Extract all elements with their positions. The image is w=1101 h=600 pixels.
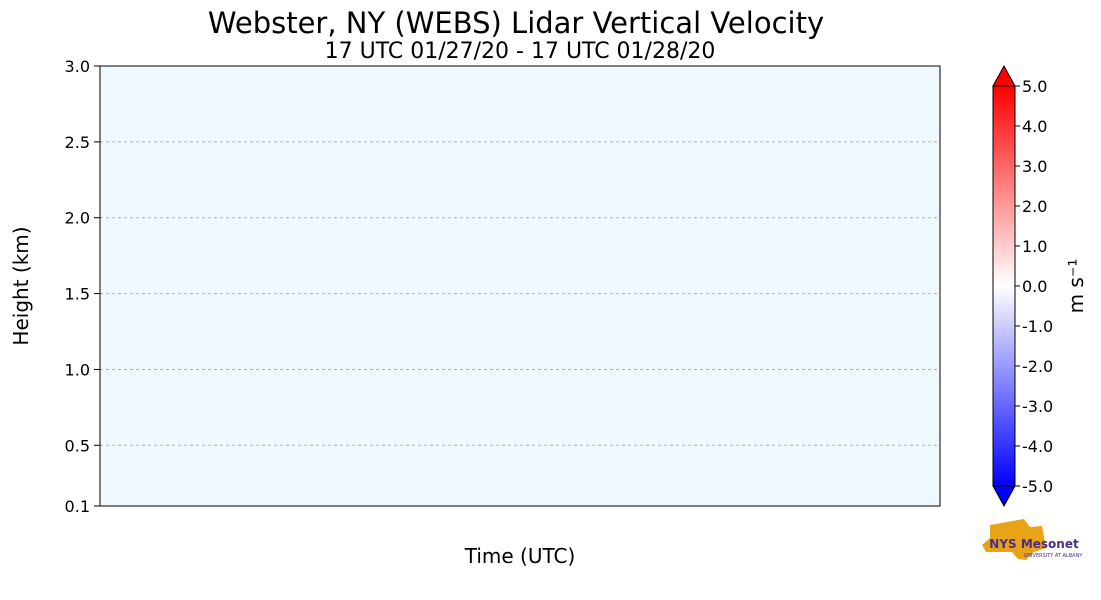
colorbar-tick-label: 3.0 (1022, 157, 1047, 176)
y-tick-label: 1.0 (65, 360, 90, 379)
colorbar-label: m s⁻¹ (1064, 259, 1088, 314)
colorbar-tick-label: -1.0 (1022, 317, 1053, 336)
nys-map-icon (982, 519, 1046, 560)
colorbar-low-extend (992, 485, 1016, 508)
nys-mesonet-logo: NYS Mesonet UNIVERSITY AT ALBANY (982, 519, 1083, 560)
grid-lines (100, 141, 940, 446)
colorbar-tick-label: 1.0 (1022, 237, 1047, 256)
colorbar-tick-label: -2.0 (1022, 357, 1053, 376)
y-axis-label: Height (km) (9, 226, 33, 345)
colorbar-tick-label: -4.0 (1022, 437, 1053, 456)
colorbar-tick-label: 0.0 (1022, 277, 1047, 296)
plot-area (100, 66, 940, 506)
colorbar-tick-label: 4.0 (1022, 117, 1047, 136)
y-tick-label: 0.1 (65, 497, 90, 516)
y-axis: 0.1 0.5 1.0 1.5 2.0 2.5 3.0 (65, 57, 100, 516)
logo-text: NYS Mesonet (989, 537, 1079, 551)
y-tick-label: 2.5 (65, 133, 90, 152)
colorbar-tick-label: -5.0 (1022, 477, 1053, 496)
chart-title: Webster, NY (WEBS) Lidar Vertical Veloci… (208, 6, 824, 40)
plot-frame (99, 65, 941, 507)
y-tick-label: 3.0 (65, 57, 90, 76)
y-tick-label: 2.0 (65, 209, 90, 228)
chart-subtitle: 17 UTC 01/27/20 - 17 UTC 01/28/20 (325, 39, 716, 64)
logo-subtext: UNIVERSITY AT ALBANY (1024, 553, 1084, 559)
y-tick-label: 0.5 (65, 436, 90, 455)
colorbar-gradient (992, 85, 1016, 487)
colorbar-tick-label: -3.0 (1022, 397, 1053, 416)
x-axis-label: Time (UTC) (464, 544, 576, 568)
y-tick-label: 1.5 (65, 285, 90, 304)
colorbar: 5.0 4.0 3.0 2.0 1.0 0.0 -1.0 -2.0 -3.0 -4.0 -5.0 m… (992, 64, 1088, 508)
colorbar-tick-label: 2.0 (1022, 197, 1047, 216)
colorbar-high-extend (992, 64, 1016, 87)
colorbar-tick-label: 5.0 (1022, 77, 1047, 96)
